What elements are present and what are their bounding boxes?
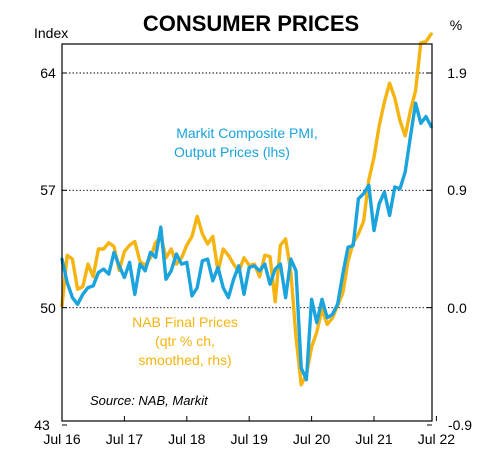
x-tick-label: Jul 20: [293, 431, 331, 447]
series-layer: [60, 32, 433, 387]
right-tick-label: -0.9: [448, 417, 472, 433]
x-tick-label: Jul 17: [106, 431, 144, 447]
left-tick-label: 50: [40, 300, 56, 316]
right-tick-label: 0.0: [447, 300, 467, 316]
x-tick-label: Jul 16: [43, 431, 81, 447]
nab-series-label-line: smoothed, rhs): [138, 352, 231, 368]
x-tick-labels: Jul 16 Jul 17 Jul 18 Jul 19 Jul 20 Jul 21 Jul …: [43, 431, 455, 447]
right-tick-label: 0.9: [447, 182, 467, 198]
x-tick-label: Jul 18: [168, 431, 206, 447]
left-axis-label: Index: [34, 25, 68, 41]
nab-series-line: [60, 32, 433, 387]
left-tick-label: 43: [34, 417, 50, 433]
pmi-series-label-line: Markit Composite PMI,: [176, 125, 318, 141]
x-tick-label: Jul 21: [355, 431, 393, 447]
left-tick-label: 64: [40, 65, 56, 81]
plot-area-frame: [61, 43, 433, 422]
pmi-series-label-line: Output Prices (lhs): [174, 144, 290, 160]
right-tick-label: 1.9: [447, 65, 467, 81]
chart-title: CONSUMER PRICES: [143, 11, 359, 36]
nab-series-label-line: NAB Final Prices: [132, 314, 238, 330]
source-note: Source: NAB, Markit: [90, 393, 209, 408]
x-tick-label: Jul 19: [231, 431, 269, 447]
right-axis-label: %: [450, 17, 462, 33]
pmi-series-line: [60, 101, 433, 382]
nab-series-label-line: (qtr % ch,: [155, 333, 215, 349]
left-tick-label: 57: [40, 182, 56, 198]
x-tick-label: Jul 22: [418, 431, 456, 447]
